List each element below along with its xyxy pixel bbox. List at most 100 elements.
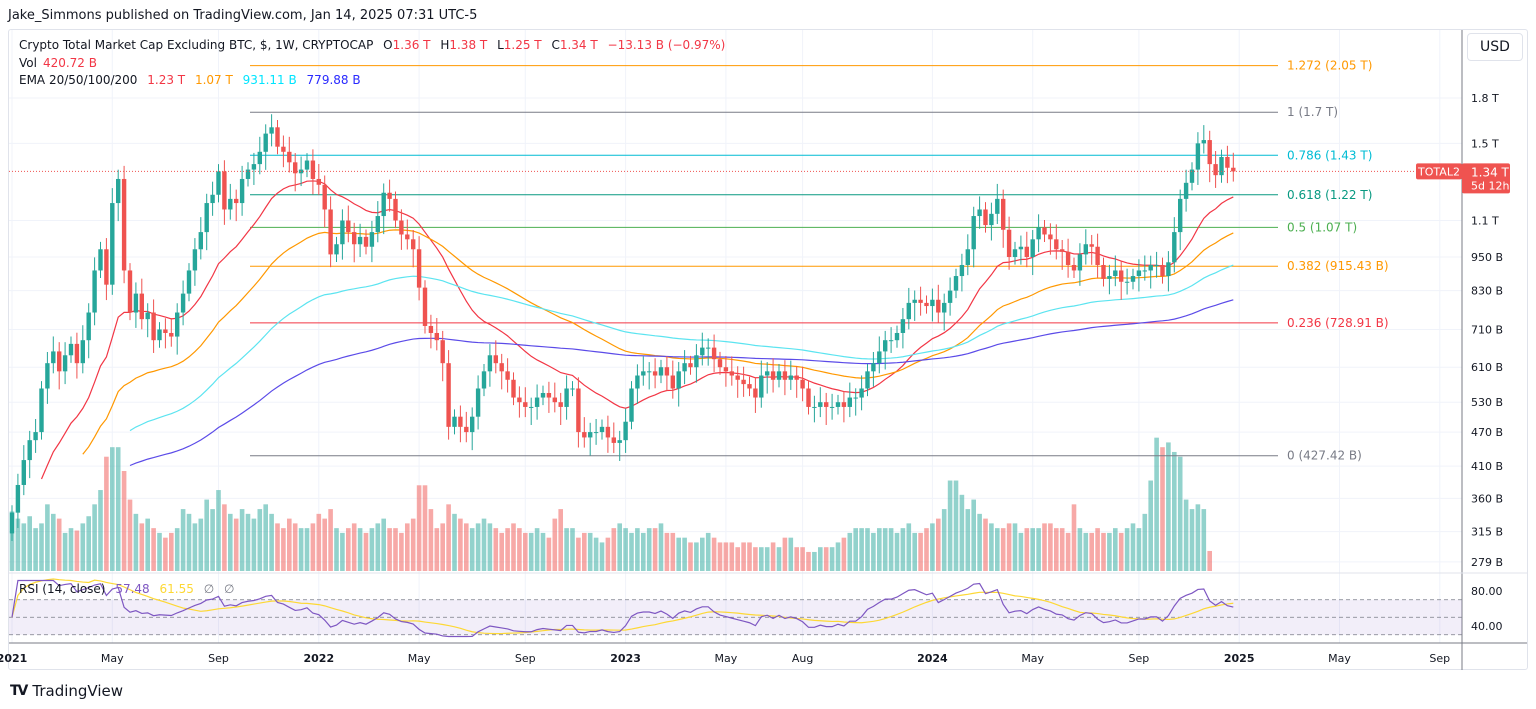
volume-bar bbox=[741, 542, 746, 571]
candle-body bbox=[865, 371, 870, 389]
volume-bar bbox=[664, 532, 670, 571]
volume-bar bbox=[487, 523, 493, 571]
ema-50-line bbox=[82, 229, 1234, 455]
volume-bar bbox=[92, 504, 97, 571]
candle-body bbox=[346, 220, 351, 233]
rsi-line bbox=[11, 579, 1234, 638]
volume-bar bbox=[599, 542, 605, 571]
candle-body bbox=[523, 402, 528, 407]
volume-bar bbox=[806, 551, 811, 571]
fib-level-label: 0 (427.42 B) bbox=[1287, 449, 1362, 463]
high-label: H bbox=[440, 38, 450, 52]
candle bbox=[877, 336, 882, 374]
candle-body bbox=[1001, 198, 1006, 230]
candle-body bbox=[694, 355, 699, 368]
candle bbox=[1225, 145, 1230, 184]
candle bbox=[322, 175, 327, 228]
volume-bar bbox=[1054, 528, 1059, 571]
candle bbox=[458, 405, 463, 443]
candle-body bbox=[977, 209, 982, 217]
candle bbox=[1148, 255, 1153, 289]
candle bbox=[1018, 235, 1024, 265]
volume-bar bbox=[888, 528, 894, 571]
ema-label[interactable]: EMA 20/50/100/200 bbox=[19, 73, 138, 87]
volume-bar bbox=[635, 528, 640, 571]
volume-bar bbox=[853, 528, 858, 571]
candle-body bbox=[871, 363, 876, 372]
change-value: −13.13 B (−0.97%) bbox=[607, 38, 726, 52]
candle bbox=[729, 356, 734, 386]
candle bbox=[983, 202, 988, 233]
candle bbox=[263, 124, 268, 170]
volume-bar bbox=[835, 542, 841, 571]
volume-bar bbox=[1077, 528, 1083, 571]
candle bbox=[1089, 234, 1094, 265]
volume-bar bbox=[121, 471, 127, 571]
candle-body bbox=[175, 312, 180, 337]
symbol-title[interactable]: Crypto Total Market Cap Excluding BTC, $… bbox=[19, 38, 374, 52]
rsi-label[interactable]: RSI (14, close) bbox=[19, 582, 106, 596]
candle bbox=[942, 293, 947, 331]
volume-label[interactable]: Vol bbox=[19, 56, 37, 70]
candle bbox=[841, 391, 847, 423]
candle bbox=[1113, 255, 1118, 287]
volume-bar bbox=[611, 528, 617, 571]
candle-body bbox=[110, 203, 115, 285]
candle-body bbox=[983, 209, 988, 226]
volume-bar bbox=[387, 528, 392, 571]
candle bbox=[588, 422, 593, 456]
candle bbox=[959, 253, 965, 292]
ema-200-line bbox=[129, 299, 1234, 467]
volume-bar bbox=[983, 518, 988, 571]
volume-bar bbox=[753, 547, 758, 571]
candle-body bbox=[68, 343, 74, 356]
volume-bar bbox=[788, 537, 794, 571]
volume-bar bbox=[1006, 523, 1012, 571]
candle-body bbox=[1071, 264, 1077, 271]
candle bbox=[216, 164, 221, 203]
candle-body bbox=[316, 178, 321, 185]
candle-body bbox=[104, 249, 109, 285]
candle-body bbox=[1089, 244, 1094, 247]
candle bbox=[853, 388, 858, 416]
tradingview-logo[interactable]: TV TradingView bbox=[10, 682, 123, 700]
candle-body bbox=[245, 169, 251, 179]
price-axis-label: 279 B bbox=[1471, 556, 1503, 569]
candle-body bbox=[139, 293, 144, 320]
volume-bar bbox=[1042, 523, 1047, 571]
volume-bar bbox=[9, 511, 15, 571]
candle-body bbox=[829, 406, 835, 408]
candle-body bbox=[1048, 234, 1053, 240]
volume-bar bbox=[151, 528, 156, 571]
volume-bar bbox=[1095, 528, 1100, 571]
candle bbox=[1178, 189, 1183, 251]
candle bbox=[1048, 223, 1053, 255]
candle-body bbox=[452, 416, 457, 427]
volume-bar bbox=[871, 532, 876, 571]
candle-body bbox=[405, 234, 410, 240]
close-value: 1.34 T bbox=[559, 38, 598, 52]
candle-body bbox=[145, 312, 150, 320]
candle bbox=[906, 287, 911, 330]
candle bbox=[995, 183, 1000, 224]
candle bbox=[328, 196, 333, 268]
candle bbox=[464, 411, 469, 443]
volume-bar bbox=[652, 528, 658, 571]
price-tag-value: 1.34 T bbox=[1471, 165, 1510, 179]
volume-bar bbox=[180, 509, 186, 571]
candle bbox=[552, 382, 557, 413]
volume-bar bbox=[62, 532, 68, 571]
currency-button[interactable]: USD bbox=[1467, 33, 1523, 61]
volume-bar bbox=[27, 516, 32, 571]
candle-body bbox=[1030, 239, 1035, 258]
candle-body bbox=[310, 160, 316, 179]
candle bbox=[546, 381, 552, 413]
volume-bar bbox=[1118, 532, 1124, 571]
volume-bar bbox=[239, 509, 245, 571]
candle bbox=[511, 372, 516, 406]
candle-body bbox=[1095, 246, 1100, 265]
volume-bar bbox=[428, 509, 434, 571]
candle-body bbox=[216, 171, 221, 195]
volume-bar bbox=[800, 547, 805, 571]
